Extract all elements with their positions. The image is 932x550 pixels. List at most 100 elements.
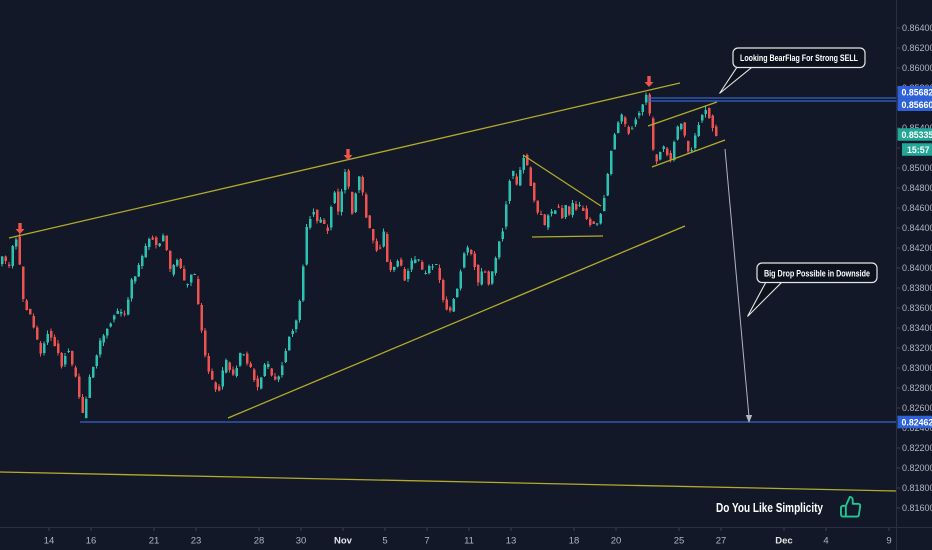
callout-box[interactable] (732, 47, 866, 69)
sell-arrow-icon[interactable] (15, 223, 25, 234)
candle-up (455, 289, 459, 298)
candle-down (648, 94, 651, 114)
price-axis-label: 0.84000 (902, 263, 932, 273)
candle-up (658, 152, 662, 160)
candle-up (126, 299, 130, 315)
sell-arrow-icon[interactable] (644, 76, 654, 87)
candle-down (196, 278, 200, 305)
bottom-trendline[interactable] (0, 471, 898, 492)
price-tag-text: 0.82462 (902, 418, 932, 428)
triangle-upper-line[interactable] (522, 154, 602, 207)
candle-up (602, 198, 606, 212)
candle-down (707, 108, 711, 118)
candle-up (301, 266, 305, 301)
price-axis-label: 0.82200 (902, 443, 932, 453)
candle-up (263, 364, 266, 376)
candle-down (217, 386, 221, 391)
candle-up (98, 340, 102, 355)
candle-up (546, 215, 550, 228)
candle-up (46, 333, 49, 343)
time-axis-label: 9 (886, 536, 891, 547)
candlestick-series[interactable] (0, 92, 718, 419)
candle-down (53, 336, 56, 347)
price-axis-label: 0.86000 (902, 63, 932, 73)
candle-down (525, 155, 529, 165)
price-tag (897, 98, 932, 111)
price-axis-label: 0.86200 (902, 43, 932, 53)
time-axis-label: 28 (254, 536, 265, 547)
candle-down (529, 167, 532, 186)
candle-up (291, 330, 294, 335)
candle-down (273, 376, 277, 380)
price-tag (897, 85, 932, 99)
candle-down (483, 271, 487, 273)
candle-up (221, 370, 224, 387)
candle-up (305, 227, 308, 265)
lower-channel-trendline[interactable] (227, 225, 686, 419)
candle-up (662, 146, 665, 150)
candle-up (434, 264, 438, 266)
time-axis-label: Nov (334, 536, 353, 547)
candle-down (60, 353, 63, 367)
candle-up (609, 151, 613, 174)
candle-up (564, 205, 567, 218)
candle-up (490, 271, 494, 284)
candle-up (459, 271, 462, 289)
price-axis-label: 0.85400 (902, 123, 932, 133)
candle-up (620, 114, 623, 122)
callout-tail (719, 66, 754, 94)
candle-up (382, 231, 385, 247)
candle-up (704, 110, 707, 114)
bearflag-upper-line[interactable] (647, 101, 718, 127)
candle-up (354, 193, 357, 213)
callout-box[interactable] (756, 262, 878, 284)
candle-down (21, 266, 25, 299)
candle-up (280, 365, 284, 376)
candle-up (504, 204, 508, 227)
candle-down (228, 362, 231, 370)
candle-down (665, 148, 669, 156)
candle-up (11, 245, 14, 266)
candle-up (497, 241, 501, 258)
price-axis-label: 0.84800 (902, 183, 932, 193)
candle-down (567, 206, 571, 215)
candle-up (242, 354, 245, 356)
time-axis-label: Dec (775, 536, 792, 547)
price-axis-label: 0.81800 (902, 483, 932, 493)
upper-channel-trendline[interactable] (8, 82, 681, 239)
candle-down (207, 355, 210, 372)
candle-up (424, 273, 427, 275)
countdown-tag (902, 143, 932, 156)
candle-down (487, 271, 490, 285)
price-tag-text: 0.85682 (902, 88, 932, 98)
candle-down (200, 305, 203, 331)
candle-down (4, 256, 7, 261)
candle-down (336, 191, 340, 212)
candle-up (578, 205, 581, 207)
candle-down (28, 309, 32, 315)
time-axis[interactable] (0, 528, 932, 550)
candle-up (697, 124, 700, 137)
triangle-base-line[interactable] (531, 235, 604, 238)
candle-down (532, 183, 536, 201)
bearflag-lower-line[interactable] (651, 139, 726, 168)
sell-arrow-icon[interactable] (343, 149, 353, 160)
candle-down (476, 265, 480, 283)
candle-up (672, 141, 676, 160)
candle-up (700, 115, 704, 121)
candle-down (623, 117, 627, 124)
candle-up (518, 170, 522, 186)
candle-down (249, 363, 252, 368)
candle-up (693, 135, 697, 148)
candle-down (214, 382, 217, 390)
time-axis-label: 18 (569, 536, 580, 547)
candle-down (7, 264, 11, 267)
time-axis-label: 20 (611, 536, 622, 547)
candle-down (56, 343, 60, 353)
drop-arrow-line[interactable] (724, 148, 750, 418)
candle-up (644, 95, 648, 103)
candle-up (308, 219, 312, 228)
price-axis-label: 0.84600 (902, 203, 932, 213)
time-axis-label: 5 (382, 536, 387, 547)
